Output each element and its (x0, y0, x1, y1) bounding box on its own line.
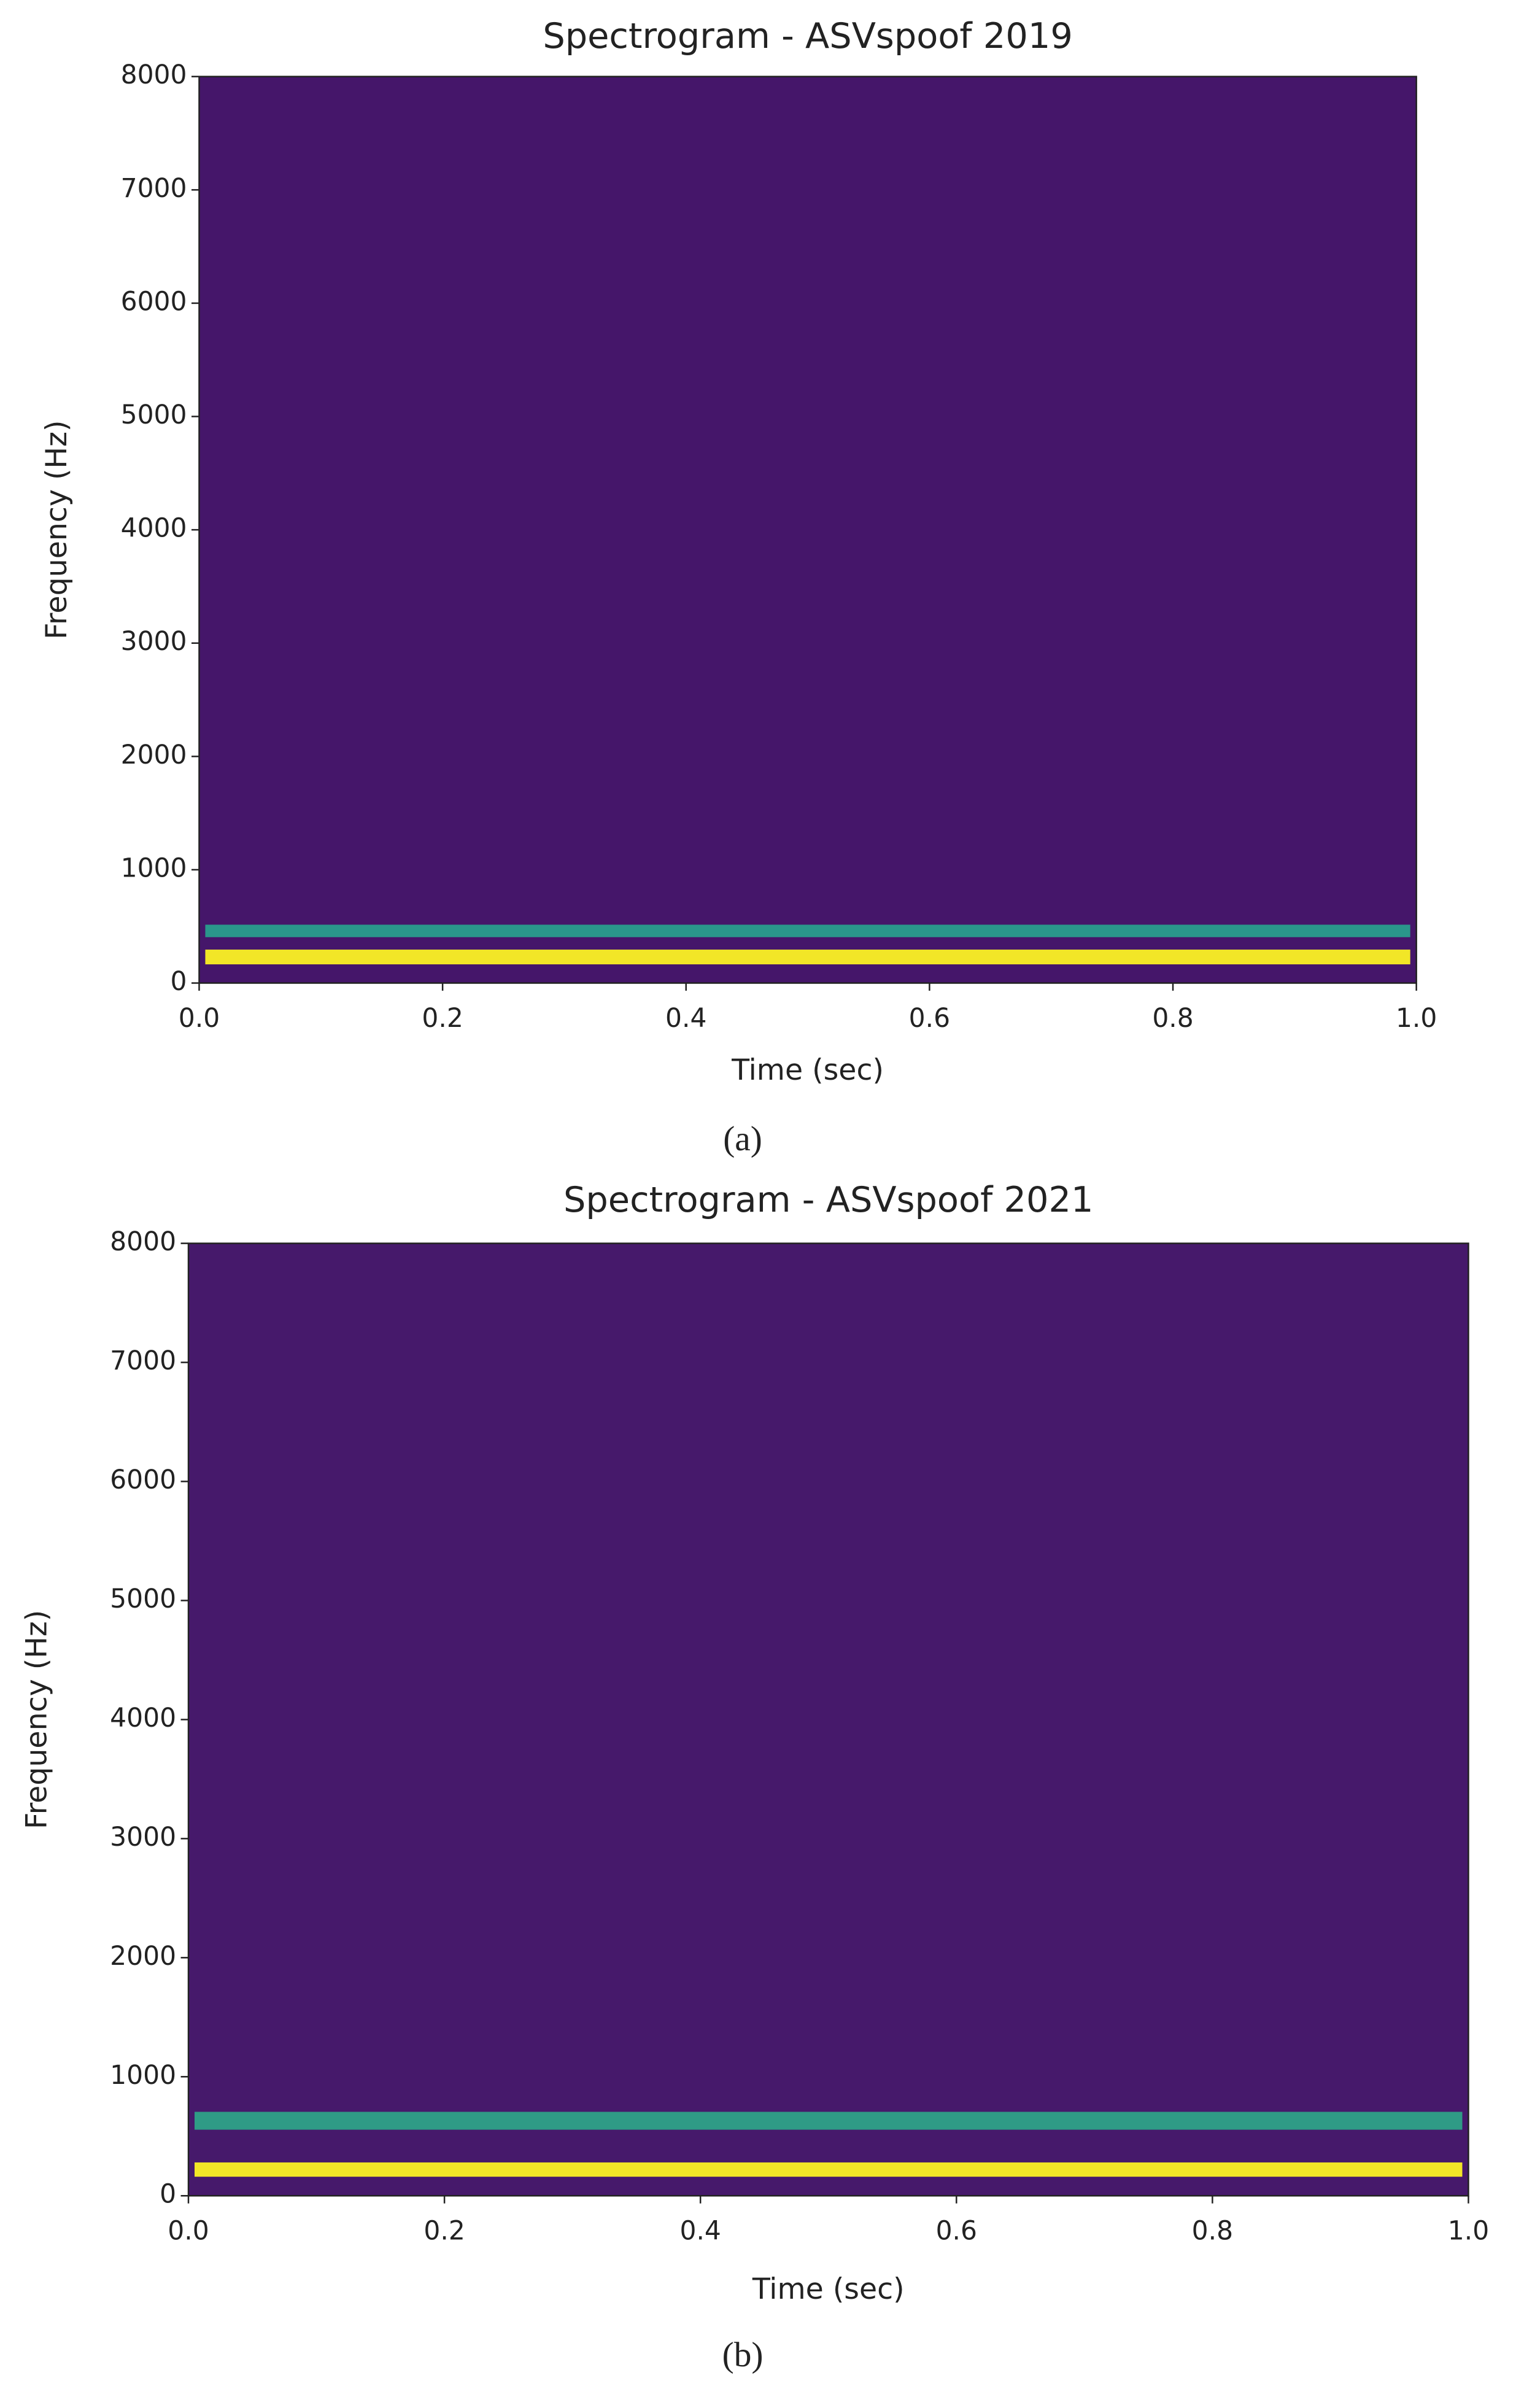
frequency-band (205, 924, 1410, 937)
y-tick-label: 1000 (121, 853, 187, 883)
plot-background (199, 76, 1417, 983)
y-tick-label: 2000 (121, 740, 187, 770)
x-tick-label: 0.4 (679, 2216, 721, 2246)
frequency-band (205, 950, 1410, 965)
y-tick-label: 4000 (110, 1703, 176, 1733)
plot-background (188, 1243, 1469, 2196)
y-tick-label: 0 (160, 2179, 176, 2209)
x-tick-label: 0.2 (423, 2216, 465, 2246)
y-tick-label: 7000 (110, 1345, 176, 1376)
x-tick-label: 0.0 (168, 2216, 209, 2246)
x-tick-label: 0.8 (1192, 2216, 1233, 2246)
y-tick-label: 8000 (121, 60, 187, 90)
y-tick-label: 5000 (110, 1584, 176, 1614)
y-tick-label: 2000 (110, 1941, 176, 1971)
y-tick-label: 1000 (110, 2060, 176, 2090)
panel-caption: (a) (723, 1120, 762, 1158)
frequency-band (194, 2112, 1463, 2130)
y-tick-label: 0 (171, 966, 187, 996)
x-tick-label: 0.4 (665, 1003, 706, 1033)
x-tick-label: 0.6 (936, 2216, 977, 2246)
y-tick-label: 6000 (121, 286, 187, 316)
frequency-band (194, 2162, 1463, 2177)
y-tick-label: 5000 (121, 400, 187, 430)
x-tick-label: 0.8 (1152, 1003, 1193, 1033)
y-tick-label: 6000 (110, 1465, 176, 1495)
y-tick-label: 3000 (110, 1822, 176, 1852)
x-axis-label: Time (sec) (752, 2272, 905, 2306)
x-tick-label: 1.0 (1448, 2216, 1489, 2246)
chart-title: Spectrogram - ASVspoof 2021 (563, 1179, 1094, 1220)
y-tick-label: 8000 (110, 1226, 176, 1256)
x-tick-label: 1.0 (1396, 1003, 1437, 1033)
x-tick-label: 0.0 (179, 1003, 220, 1033)
y-axis-label: Frequency (Hz) (40, 420, 74, 639)
x-axis-label: Time (sec) (731, 1053, 884, 1087)
y-tick-label: 7000 (121, 173, 187, 203)
y-tick-label: 4000 (121, 513, 187, 543)
chart-title: Spectrogram - ASVspoof 2019 (543, 15, 1073, 56)
x-tick-label: 0.2 (422, 1003, 463, 1033)
y-axis-label: Frequency (Hz) (20, 1610, 54, 1829)
x-tick-label: 0.6 (909, 1003, 950, 1033)
panel-caption: (b) (722, 2336, 764, 2374)
y-tick-label: 3000 (121, 626, 187, 656)
